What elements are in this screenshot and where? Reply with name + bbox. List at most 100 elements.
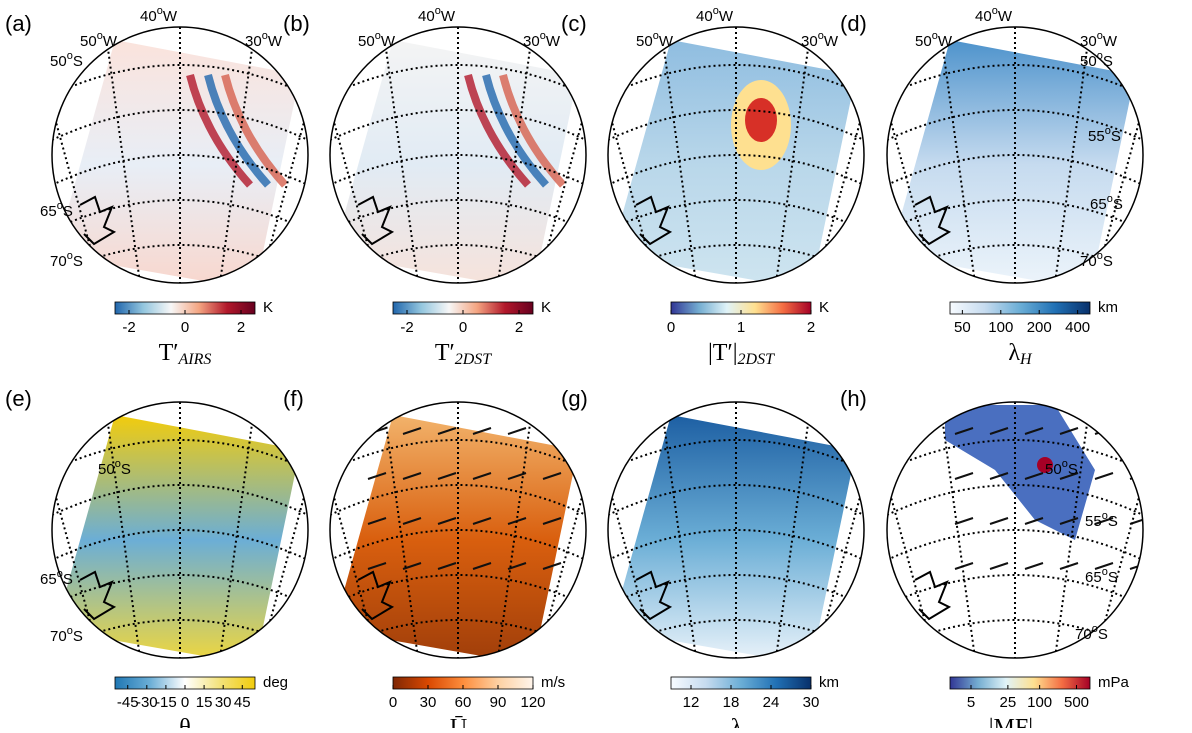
hemisphere: S xyxy=(73,53,83,70)
colorbar-tick-label: 2 xyxy=(807,319,815,336)
colorbar-tick-label: 12 xyxy=(683,694,700,711)
hemisphere: W xyxy=(719,8,734,25)
colorbar-tick-label: 18 xyxy=(723,694,740,711)
title-main: Ū xyxy=(450,715,467,729)
hemisphere: S xyxy=(1108,569,1118,586)
coord-number: 50 xyxy=(80,33,97,50)
lat-label: 65oS xyxy=(40,200,73,220)
coord-number: 70 xyxy=(1080,253,1097,270)
lat-label: 65oS xyxy=(40,568,73,588)
lat-label: 50oS xyxy=(1080,50,1113,70)
title-sub: AIRS xyxy=(178,351,212,368)
colorbar-unit: km xyxy=(1098,299,1118,316)
lat-label: 70oS xyxy=(1075,623,1108,643)
colorbar-unit: m/s xyxy=(541,674,565,691)
hemisphere: S xyxy=(1103,53,1113,70)
colorbar-title: |T′|2DST xyxy=(708,340,775,368)
panel-label: (h) xyxy=(840,386,867,411)
hemisphere: W xyxy=(163,8,178,25)
colorbar-tick-label: 90 xyxy=(490,694,507,711)
coord-number: 65 xyxy=(1090,196,1107,213)
colorbar xyxy=(671,677,811,689)
colorbar-title: λZ xyxy=(731,715,753,729)
hemisphere: S xyxy=(63,571,73,588)
lon-label: 40oW xyxy=(975,5,1013,25)
colorbar-tick-label: -2 xyxy=(400,319,413,336)
colorbar-tick-label: 60 xyxy=(455,694,472,711)
colorbar-tick-label: 100 xyxy=(988,319,1013,336)
hot-spot xyxy=(745,98,777,142)
wind-arrow xyxy=(1130,428,1148,434)
coord-number: 50 xyxy=(636,33,653,50)
title-main: λ xyxy=(1008,340,1020,366)
coord-number: 70 xyxy=(1075,626,1092,643)
hemisphere: S xyxy=(1111,128,1121,145)
colorbar-tick-label: 30 xyxy=(215,694,232,711)
map-panel: (d)50oW40oW30oW50oS55oS65oS70oS501002004… xyxy=(840,5,1165,368)
colorbar-tick-label: 120 xyxy=(520,694,545,711)
colorbar-tick-label: 45 xyxy=(234,694,251,711)
colorbar-unit: K xyxy=(819,299,829,316)
lat-label: 55oS xyxy=(1088,125,1121,145)
hemisphere: S xyxy=(1108,513,1118,530)
lon-label: 30oW xyxy=(523,30,561,50)
colorbar-tick-label: 0 xyxy=(667,319,675,336)
lon-label: 50oW xyxy=(358,30,396,50)
coord-number: 30 xyxy=(801,33,818,50)
colorbar-unit: K xyxy=(541,299,551,316)
colorbar-unit: mPa xyxy=(1098,674,1130,691)
colorbar-title: |MF|x,y xyxy=(989,715,1052,729)
lat-label: 50oS xyxy=(98,458,131,478)
coord-number: 65 xyxy=(40,203,57,220)
hemisphere: S xyxy=(73,628,83,645)
colorbar-tick-label: 2 xyxy=(237,319,245,336)
wind-arrow xyxy=(508,428,526,434)
panel-label: (g) xyxy=(561,386,588,411)
lat-label: 70oS xyxy=(50,250,83,270)
lat-label: 70oS xyxy=(50,625,83,645)
map-field xyxy=(30,27,330,320)
map-panel: (f)0306090120m/sŪ|| xyxy=(283,386,608,728)
title-sub: 2DST xyxy=(455,351,493,368)
colorbar-tick-label: 5 xyxy=(967,694,975,711)
colorbar-tick-label: -15 xyxy=(155,694,177,711)
hemisphere: W xyxy=(103,33,118,50)
panel-label: (f) xyxy=(283,386,304,411)
colorbar-tick-label: 30 xyxy=(803,694,820,711)
colorbar-title: T′2DST xyxy=(435,340,492,368)
coord-number: 50 xyxy=(358,33,375,50)
colorbar-tick-label: 100 xyxy=(1027,694,1052,711)
colorbar-tick-label: 0 xyxy=(459,319,467,336)
map-panel: (c)50oW40oW30oW012K|T′|2DST xyxy=(561,5,886,368)
colorbar-unit: km xyxy=(819,674,839,691)
hemisphere: S xyxy=(1113,196,1123,213)
hemisphere: S xyxy=(73,253,83,270)
hemisphere: S xyxy=(1068,461,1078,478)
title-main: λ xyxy=(731,715,743,729)
coord-number: 55 xyxy=(1085,513,1102,530)
map-field xyxy=(308,27,608,320)
figure: (a)50oW40oW30oW50oS65oS70oS-202KT′AIRS(b… xyxy=(0,0,1192,728)
hemisphere: S xyxy=(1098,626,1108,643)
lon-label: 40oW xyxy=(140,5,178,25)
lon-label: 50oW xyxy=(636,30,674,50)
coord-number: 50 xyxy=(1045,461,1062,478)
title-main: |MF| xyxy=(989,715,1033,729)
colorbar-tick-label: 25 xyxy=(1000,694,1017,711)
colorbar-tick-label: 0 xyxy=(181,319,189,336)
lat-label: 50oS xyxy=(1045,458,1078,478)
coord-number: 40 xyxy=(696,8,713,25)
hemisphere: W xyxy=(998,8,1013,25)
colorbar-tick-label: 15 xyxy=(196,694,213,711)
lon-label: 50oW xyxy=(915,30,953,50)
colorbar-unit: K xyxy=(263,299,273,316)
colorbar-tick-label: 400 xyxy=(1065,319,1090,336)
lat-label: 70oS xyxy=(1080,250,1113,270)
coord-number: 40 xyxy=(975,8,992,25)
lon-label: 30oW xyxy=(245,30,283,50)
wind-arrow xyxy=(543,428,561,434)
panel-label: (c) xyxy=(561,11,587,36)
